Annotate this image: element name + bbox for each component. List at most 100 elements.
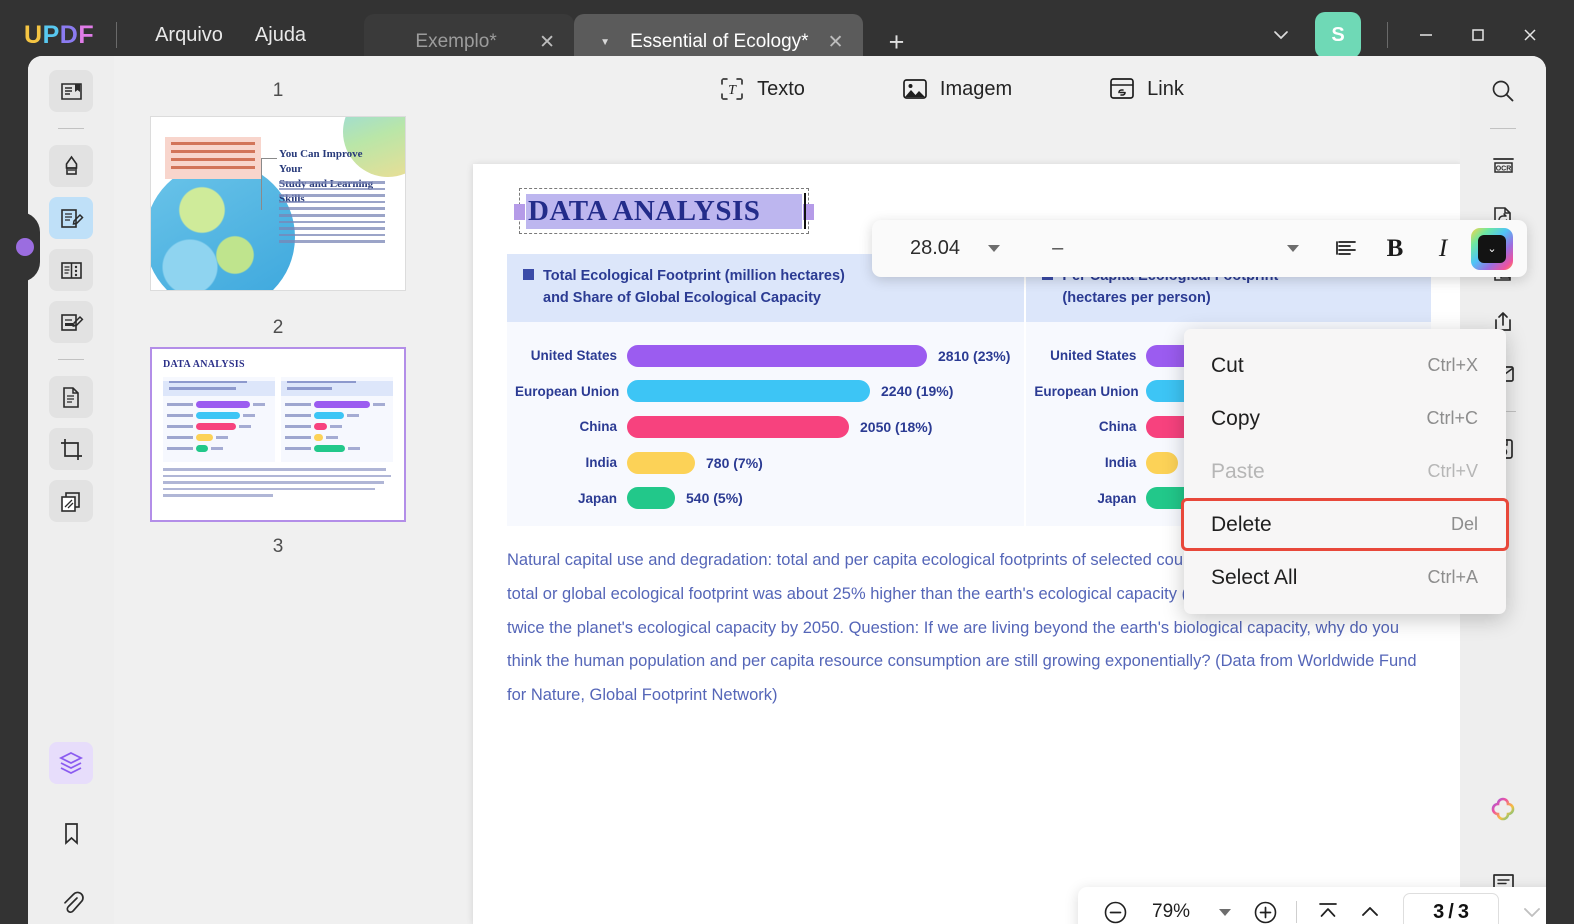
color-swatch: ⌄: [1478, 234, 1506, 263]
convert-pdf-icon[interactable]: [49, 376, 93, 418]
thumbnail-body-lines: [279, 181, 385, 247]
page-number-input[interactable]: 3 / 3: [1403, 893, 1500, 924]
menu-label: Select All: [1211, 565, 1298, 589]
layers-icon[interactable]: [49, 742, 93, 784]
bar-value: 2050 (18%): [860, 418, 933, 435]
new-tab-button[interactable]: +: [888, 26, 905, 57]
batch-process-icon[interactable]: [49, 480, 93, 522]
font-family-selector[interactable]: –: [1052, 237, 1313, 260]
search-icon[interactable]: [1481, 70, 1525, 112]
attachment-icon[interactable]: [49, 882, 93, 924]
context-menu-item-select-all[interactable]: Select All Ctrl+A: [1184, 551, 1506, 604]
menu-label: Copy: [1211, 406, 1261, 430]
resize-handle-left[interactable]: [514, 204, 525, 220]
page-separator: /: [1448, 900, 1454, 923]
annotate-highlighter-icon[interactable]: [49, 145, 93, 187]
right-rail-separator: [1490, 128, 1516, 129]
panel-collapse-handle[interactable]: [16, 238, 34, 256]
thumb3-chart-left-header: [163, 381, 275, 396]
add-link-button[interactable]: Link: [1098, 69, 1194, 109]
left-tool-rail: [28, 56, 114, 924]
previous-page-button[interactable]: [1351, 893, 1389, 924]
thumb3-chart-left: [163, 377, 275, 462]
page-title[interactable]: DATA ANALYSIS: [526, 194, 802, 229]
bar-value: 2240 (19%): [881, 383, 954, 400]
bar-european-union: [627, 380, 870, 403]
page-thumbnail-panel[interactable]: 1 You Can Improve Your Study and Learnin…: [114, 56, 442, 924]
menu-ajuda[interactable]: Ajuda: [254, 23, 307, 46]
text-color-button[interactable]: ⌄: [1471, 227, 1513, 270]
chart-left-title-line1: Total Ecological Footprint (million hect…: [543, 268, 845, 284]
context-menu[interactable]: Cut Ctrl+X Copy Ctrl+C Paste Ctrl+V Dele…: [1181, 329, 1509, 614]
chart-left-body: United States 2810 (23%) European Union 22…: [507, 322, 1024, 526]
menu-shortcut: Del: [1450, 514, 1478, 534]
ai-assistant-icon[interactable]: [1481, 788, 1525, 830]
chevron-down-icon: [988, 245, 1001, 252]
globe-illustration: [151, 162, 295, 290]
tab-list-chevron-icon[interactable]: [1261, 15, 1301, 55]
thumbnail-page-3[interactable]: DATA ANALYSIS: [150, 347, 406, 522]
add-image-button[interactable]: Imagem: [891, 69, 1022, 109]
add-link-label: Link: [1147, 77, 1184, 100]
edit-pdf-icon[interactable]: [49, 197, 93, 239]
bar-label: Japan: [1097, 490, 1137, 506]
current-page: 3: [1433, 900, 1445, 923]
menu-shortcut: Ctrl+X: [1427, 355, 1478, 375]
align-button[interactable]: [1323, 227, 1371, 271]
zoom-in-button[interactable]: [1246, 893, 1284, 924]
avatar[interactable]: S: [1315, 12, 1361, 58]
chart-total-footprint: Total Ecological Footprint (million hect…: [507, 254, 1025, 526]
edit-mode-toolbar: T Texto Imagem: [442, 56, 1460, 122]
bookmark-icon[interactable]: [49, 812, 93, 854]
thumbnail-page-1[interactable]: You Can Improve Your Study and Learning …: [150, 116, 406, 291]
thumb3-title: DATA ANALYSIS: [163, 359, 245, 370]
chevron-down-icon[interactable]: ▼: [600, 36, 611, 48]
zoom-chevron-down-icon[interactable]: [1208, 895, 1242, 924]
reader-icon[interactable]: [49, 70, 93, 112]
resize-handle-right[interactable]: [803, 204, 814, 220]
italic-button[interactable]: I: [1438, 234, 1448, 262]
menu-arquivo[interactable]: Arquivo: [155, 23, 223, 46]
controls-divider: [1387, 22, 1388, 48]
bar-row: Japan 540 (5%): [515, 482, 1010, 514]
thumb3-paragraph: [163, 468, 393, 497]
context-menu-item-delete[interactable]: Delete Del: [1181, 498, 1509, 551]
ocr-icon[interactable]: OCR: [1481, 145, 1525, 187]
bar-india: [627, 451, 695, 474]
context-menu-item-copy[interactable]: Copy Ctrl+C: [1184, 392, 1506, 445]
zoom-level[interactable]: 79%: [1152, 901, 1191, 922]
first-page-button[interactable]: [1309, 893, 1347, 924]
connector-line: [261, 158, 262, 210]
thumbnail-list: 1 You Can Improve Your Study and Learnin…: [114, 56, 442, 572]
menu-label: Paste: [1211, 459, 1265, 483]
close-button[interactable]: [1504, 12, 1556, 58]
organize-pages-icon[interactable]: [49, 249, 93, 291]
add-text-button[interactable]: T Texto: [708, 69, 815, 109]
context-menu-item-cut[interactable]: Cut Ctrl+X: [1184, 339, 1506, 392]
minimize-button[interactable]: [1400, 12, 1452, 58]
selected-text-box[interactable]: DATA ANALYSIS: [514, 188, 814, 234]
page-navigation-bar: 79% 3 / 3: [1078, 887, 1546, 924]
menu-shortcut: Ctrl+C: [1426, 408, 1478, 428]
text-format-toolbar: 28.04 – B I ⌄: [872, 220, 1527, 277]
zoom-out-button[interactable]: [1096, 893, 1134, 924]
tab-exemplo-close-icon[interactable]: ✕: [539, 31, 556, 53]
total-pages: 3: [1457, 900, 1469, 923]
fill-sign-icon[interactable]: [49, 301, 93, 343]
crop-icon[interactable]: [49, 428, 93, 470]
bar-label: Japan: [577, 490, 617, 506]
next-page-button[interactable]: [1513, 893, 1546, 924]
bar-china: [627, 415, 849, 438]
text-icon: T: [721, 78, 743, 100]
connector-line-h: [261, 158, 277, 159]
tab-essential-close-icon[interactable]: ✕: [827, 31, 844, 53]
font-size-selector[interactable]: 28.04: [872, 237, 1001, 260]
bar-japan: [627, 487, 675, 510]
bar-united-states: [627, 344, 927, 367]
maximize-button[interactable]: [1452, 12, 1504, 58]
bold-button[interactable]: B: [1386, 234, 1404, 262]
text-caret: [804, 193, 806, 229]
bar-label: India: [1104, 455, 1137, 471]
menu-label: Delete: [1211, 512, 1272, 536]
